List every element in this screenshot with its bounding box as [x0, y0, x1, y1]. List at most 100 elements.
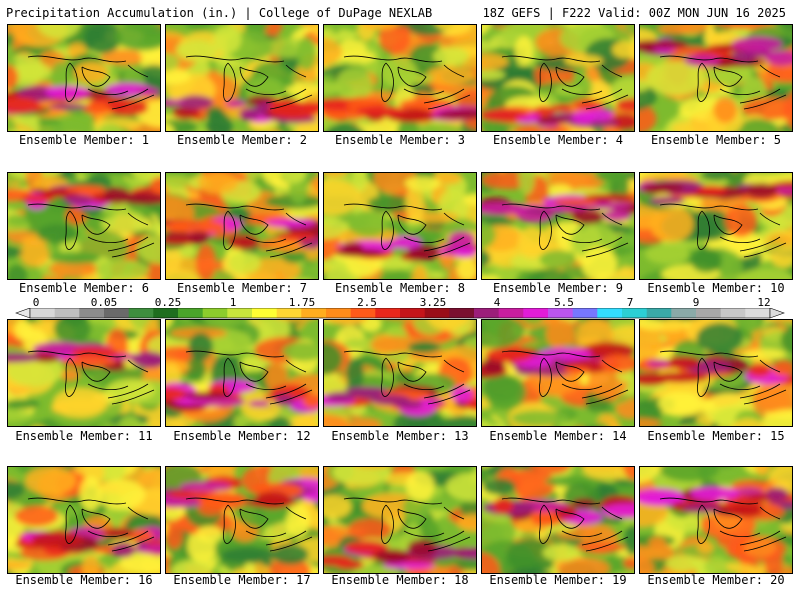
colorbar-swatch: [375, 308, 401, 318]
colorbar-tick-label: 7: [626, 296, 634, 309]
colorbar-swatch: [301, 308, 327, 318]
colorbar-swatch: [227, 308, 253, 318]
colorbar-tick-label: 3.25: [419, 296, 447, 309]
ensemble-member-label: Ensemble Member: 9: [492, 281, 624, 295]
precip-field: [8, 467, 160, 573]
precip-map: [165, 319, 319, 427]
colorbar-swatch: [696, 308, 722, 318]
precip-field: [166, 25, 318, 131]
colorbar-swatch: [720, 308, 746, 318]
coastline-outline: [185, 203, 313, 258]
ensemble-member-panel: Ensemble Member: 2: [165, 24, 319, 151]
colorbar-swatch: [104, 308, 130, 318]
precip-map: [639, 24, 793, 132]
precip-field: [166, 173, 318, 279]
ensemble-member-label: Ensemble Member: 10: [647, 281, 785, 295]
coastline-outline: [659, 55, 787, 110]
colorbar-tick-label: 2.5: [357, 296, 377, 309]
precip-map: [323, 319, 477, 427]
ensemble-member-label: Ensemble Member: 4: [492, 133, 624, 147]
coastline-outline: [501, 55, 629, 110]
colorbar-swatches: [15, 308, 785, 319]
ensemble-member-label: Ensemble Member: 11: [15, 429, 153, 443]
colorbar-swatch: [646, 308, 672, 318]
colorbar-swatch: [54, 308, 80, 318]
colorbar-swatch: [745, 308, 771, 318]
coastline-outline: [343, 55, 471, 110]
map-title: Precipitation Accumulation (in.) | Colle…: [6, 6, 433, 20]
precip-field: [482, 25, 634, 131]
ensemble-member-label: Ensemble Member: 7: [176, 281, 308, 295]
ensemble-member-panel: Ensemble Member: 19: [481, 466, 635, 591]
precip-map: [165, 172, 319, 280]
precip-map: [481, 466, 635, 574]
precip-field: [8, 320, 160, 426]
ensemble-member-label: Ensemble Member: 17: [173, 573, 311, 587]
colorbar-tick-label: 0.05: [90, 296, 118, 309]
precip-map: [165, 24, 319, 132]
ensemble-member-panel: Ensemble Member: 18: [323, 466, 477, 591]
coastline-outline: [343, 497, 471, 552]
precip-field: [640, 25, 792, 131]
coastline-outline: [659, 497, 787, 552]
ensemble-member-panel: Ensemble Member: 17: [165, 466, 319, 591]
precip-field: [482, 320, 634, 426]
ensemble-member-panel: Ensemble Member: 14: [481, 319, 635, 447]
precip-map: [7, 24, 161, 132]
colorbar-min-arrow: [15, 308, 31, 319]
colorbar-tick-label: 1.75: [288, 296, 316, 309]
ensemble-member-label: Ensemble Member: 15: [647, 429, 785, 443]
ensemble-member-panel: Ensemble Member: 16: [7, 466, 161, 591]
colorbar-tick-label: 4: [493, 296, 501, 309]
ensemble-member-panel: Ensemble Member: 3: [323, 24, 477, 151]
precip-map: [481, 172, 635, 280]
precip-field: [324, 467, 476, 573]
coastline-outline: [659, 203, 787, 258]
colorbar-swatch: [276, 308, 302, 318]
ensemble-member-label: Ensemble Member: 1: [18, 133, 150, 147]
precip-map: [639, 466, 793, 574]
coastline-outline: [501, 350, 629, 405]
colorbar-swatch: [671, 308, 697, 318]
precip-field: [640, 467, 792, 573]
coastline-outline: [501, 497, 629, 552]
colorbar-swatch: [548, 308, 574, 318]
precip-map: [481, 319, 635, 427]
coastline-outline: [501, 203, 629, 258]
colorbar-tick-label: 12: [757, 296, 771, 309]
precip-field: [640, 320, 792, 426]
coastline-outline: [27, 55, 155, 110]
ensemble-member-panel: Ensemble Member: 4: [481, 24, 635, 151]
ensemble-member-label: Ensemble Member: 16: [15, 573, 153, 587]
ensemble-member-panel: Ensemble Member: 12: [165, 319, 319, 447]
colorbar-swatch: [153, 308, 179, 318]
colorbar-swatch: [178, 308, 204, 318]
coastline-outline: [343, 350, 471, 405]
colorbar-swatch: [326, 308, 352, 318]
precip-map: [7, 172, 161, 280]
coastline-outline: [27, 497, 155, 552]
precip-field: [8, 25, 160, 131]
ensemble-member-panel: Ensemble Member: 15: [639, 319, 793, 447]
ensemble-member-label: Ensemble Member: 3: [334, 133, 466, 147]
precip-field: [166, 320, 318, 426]
colorbar-swatch: [474, 308, 500, 318]
colorbar-swatch: [449, 308, 475, 318]
precip-map: [165, 466, 319, 574]
colorbar-swatch: [128, 308, 154, 318]
ensemble-member-panel: Ensemble Member: 1: [7, 24, 161, 151]
ensemble-member-label: Ensemble Member: 20: [647, 573, 785, 587]
precip-map: [323, 24, 477, 132]
ensemble-member-label: Ensemble Member: 13: [331, 429, 469, 443]
colorbar-swatch: [572, 308, 598, 318]
precip-field: [640, 173, 792, 279]
precip-field: [324, 25, 476, 131]
colorbar-tick-label: 1: [229, 296, 237, 309]
colorbar-swatch: [79, 308, 105, 318]
colorbar-swatch: [523, 308, 549, 318]
colorbar-swatch: [350, 308, 376, 318]
colorbar-tick-label: 5.5: [554, 296, 574, 309]
ensemble-member-label: Ensemble Member: 12: [173, 429, 311, 443]
colorbar-tick-label: 0: [32, 296, 40, 309]
